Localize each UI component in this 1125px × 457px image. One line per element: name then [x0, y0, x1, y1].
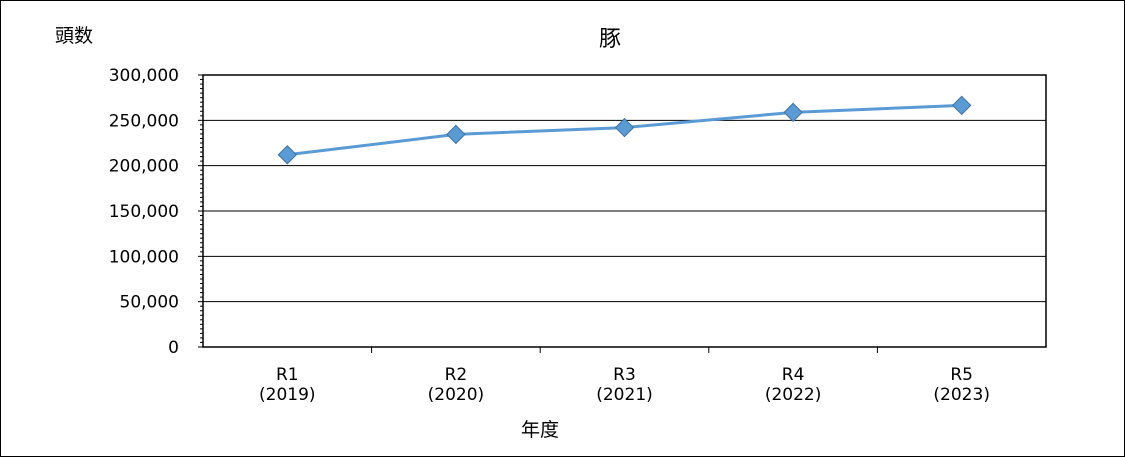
y-tick-label: 150,000 [109, 202, 179, 222]
chart-title: 豚 [599, 27, 621, 52]
y-axis-label: 頭数 [55, 25, 93, 47]
x-tick-label: (2022) [765, 385, 822, 405]
x-tick-label: (2020) [428, 385, 485, 405]
plot-border [202, 74, 1047, 348]
data-point-marker [446, 124, 466, 145]
x-tick-label: R3 [613, 365, 636, 385]
x-axis-label: 年度 [521, 419, 559, 441]
x-tick-label: R1 [276, 365, 299, 385]
data-point-marker [614, 117, 635, 138]
x-tick-label: R5 [950, 365, 973, 385]
x-tick-label: (2023) [933, 385, 990, 405]
x-tick-label: (2021) [596, 385, 653, 405]
y-tick-label: 100,000 [109, 247, 179, 267]
y-tick-label: 300,000 [109, 66, 179, 86]
y-tick-label: 200,000 [109, 157, 179, 177]
x-tick-label: (2019) [259, 385, 316, 405]
x-tick-label: R4 [782, 365, 805, 385]
data-point-marker [277, 145, 298, 165]
data-point-marker [783, 102, 803, 123]
data-point-marker [951, 95, 972, 116]
y-tick-label: 50,000 [120, 293, 179, 313]
y-tick-label: 0 [168, 338, 179, 358]
plot-area: 0 50,000 100,000 150,000 200,000 250,000 300,0… [109, 66, 1047, 405]
x-tick-label: R2 [445, 365, 468, 385]
y-tick-label: 250,000 [109, 111, 179, 131]
